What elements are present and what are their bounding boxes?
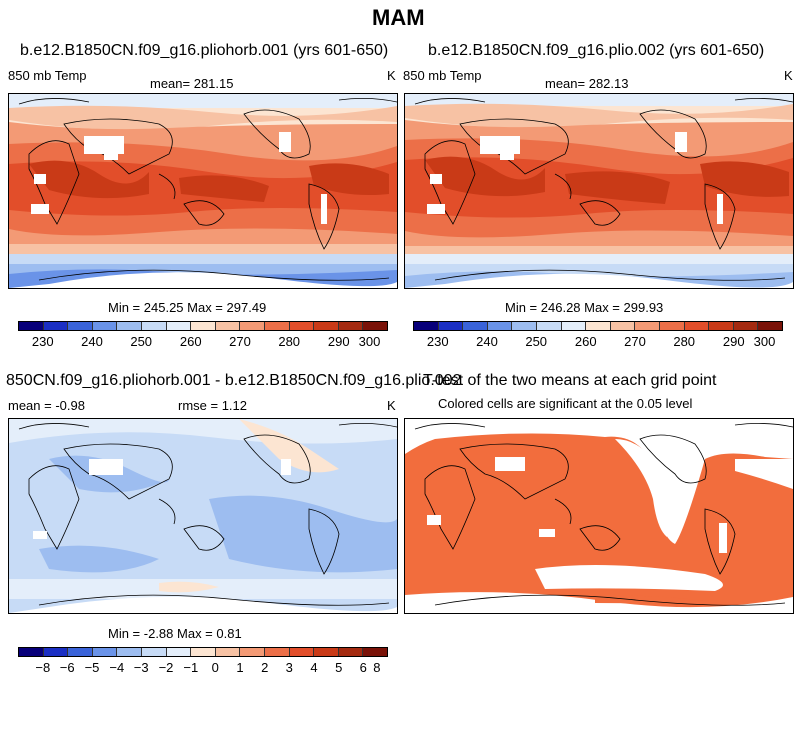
figure-title: MAM [372, 5, 425, 30]
colorbar-tick: 290 [327, 334, 350, 349]
panel-c-colorbar [18, 647, 388, 657]
panel-a-colorbar [18, 321, 388, 331]
colorbar-tick: 250 [130, 334, 153, 349]
panel-a-variable: 850 mb Temp [8, 68, 87, 83]
colorbar-tick: 270 [624, 334, 646, 349]
panel-b-colorbar-ticks: 230 240 250 260 270 280 290 300 [413, 334, 783, 350]
colorbar-tick: 240 [81, 334, 103, 349]
colorbar-tick: 4 [310, 660, 318, 675]
colorbar-tick: 250 [525, 334, 548, 349]
panel-d-map [404, 418, 794, 614]
panel-a-map [8, 93, 398, 289]
colorbar-tick: 230 [426, 334, 449, 349]
panel-a-units: K [387, 68, 396, 83]
panel-c-map-svg [9, 419, 397, 613]
colorbar-tick: 280 [673, 334, 696, 349]
panel-c-title: 850CN.f09_g16.pliohorb.001 - b.e12.B1850… [6, 372, 462, 389]
colorbar-tick: −4 [109, 660, 125, 675]
colorbar-tick: −8 [35, 660, 51, 675]
colorbar-tick: −5 [84, 660, 100, 675]
colorbar-tick: 240 [476, 334, 498, 349]
colorbar-tick: 260 [574, 334, 597, 349]
panel-c-map [8, 418, 398, 614]
panel-a-title: b.e12.B1850CN.f09_g16.pliohorb.001 (yrs … [20, 42, 389, 59]
panel-b-minmax: Min = 246.28 Max = 299.93 [505, 300, 664, 315]
colorbar-tick: 290 [722, 334, 745, 349]
panel-a-colorbar-ticks: 230 240 250 260 270 280 290 300 [18, 334, 388, 350]
panel-d-map-svg [405, 419, 793, 613]
colorbar-tick: −3 [133, 660, 149, 675]
panel-a-mean: mean= 281.15 [150, 76, 234, 91]
panel-c-units: K [387, 398, 396, 413]
colorbar-tick: −6 [59, 660, 75, 675]
colorbar-tick: 280 [278, 334, 301, 349]
panel-a-minmax: Min = 245.25 Max = 297.49 [108, 300, 267, 315]
panel-b-colorbar [413, 321, 783, 331]
colorbar-tick: 270 [229, 334, 251, 349]
panel-d-subtitle: Colored cells are significant at the 0.0… [438, 396, 693, 411]
colorbar-tick: 1 [236, 660, 244, 675]
colorbar-tick: 0 [211, 660, 219, 675]
panel-c-colorbar-ticks: −8 −6 −5 −4 −3 −2 −1 0 1 2 3 4 5 6 8 [18, 660, 388, 676]
colorbar-tick: 8 [373, 660, 381, 675]
colorbar-tick: 230 [31, 334, 54, 349]
colorbar-tick: −1 [183, 660, 199, 675]
colorbar-tick: 300 [358, 334, 381, 349]
panel-b-title: b.e12.B1850CN.f09_g16.plio.002 (yrs 601-… [428, 42, 765, 59]
panel-c-rmse: rmse = 1.12 [178, 398, 248, 413]
colorbar-tick: 300 [753, 334, 776, 349]
panel-c-mean: mean = -0.98 [8, 398, 85, 413]
panel-b-map-svg [405, 94, 793, 288]
panel-b-variable: 850 mb Temp [403, 68, 482, 83]
panel-d-title: T-test of the two means at each grid poi… [423, 372, 717, 389]
colorbar-tick: −2 [158, 660, 174, 675]
colorbar-tick: 3 [285, 660, 293, 675]
panel-b-map [404, 93, 794, 289]
panel-b-mean: mean= 282.13 [545, 76, 629, 91]
colorbar-tick: 260 [179, 334, 202, 349]
panel-a-map-svg [9, 94, 397, 288]
colorbar-tick: 6 [359, 660, 367, 675]
panel-c-minmax: Min = -2.88 Max = 0.81 [108, 626, 242, 641]
colorbar-tick: 2 [261, 660, 269, 675]
colorbar-tick: 5 [335, 660, 343, 675]
panel-b-units: K [784, 68, 793, 83]
